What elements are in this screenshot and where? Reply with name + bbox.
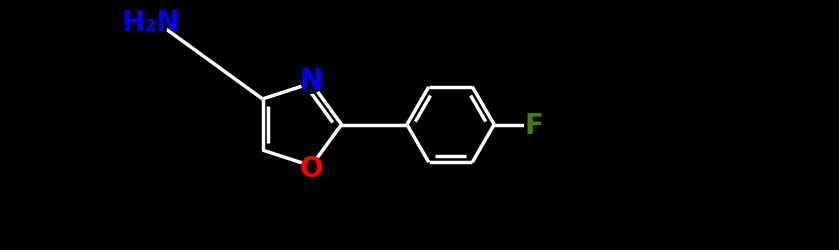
Text: N: N xyxy=(300,66,323,94)
Text: N: N xyxy=(300,68,323,96)
Text: H₂N: H₂N xyxy=(122,9,180,37)
Text: O: O xyxy=(300,154,323,182)
Text: F: F xyxy=(524,111,543,139)
